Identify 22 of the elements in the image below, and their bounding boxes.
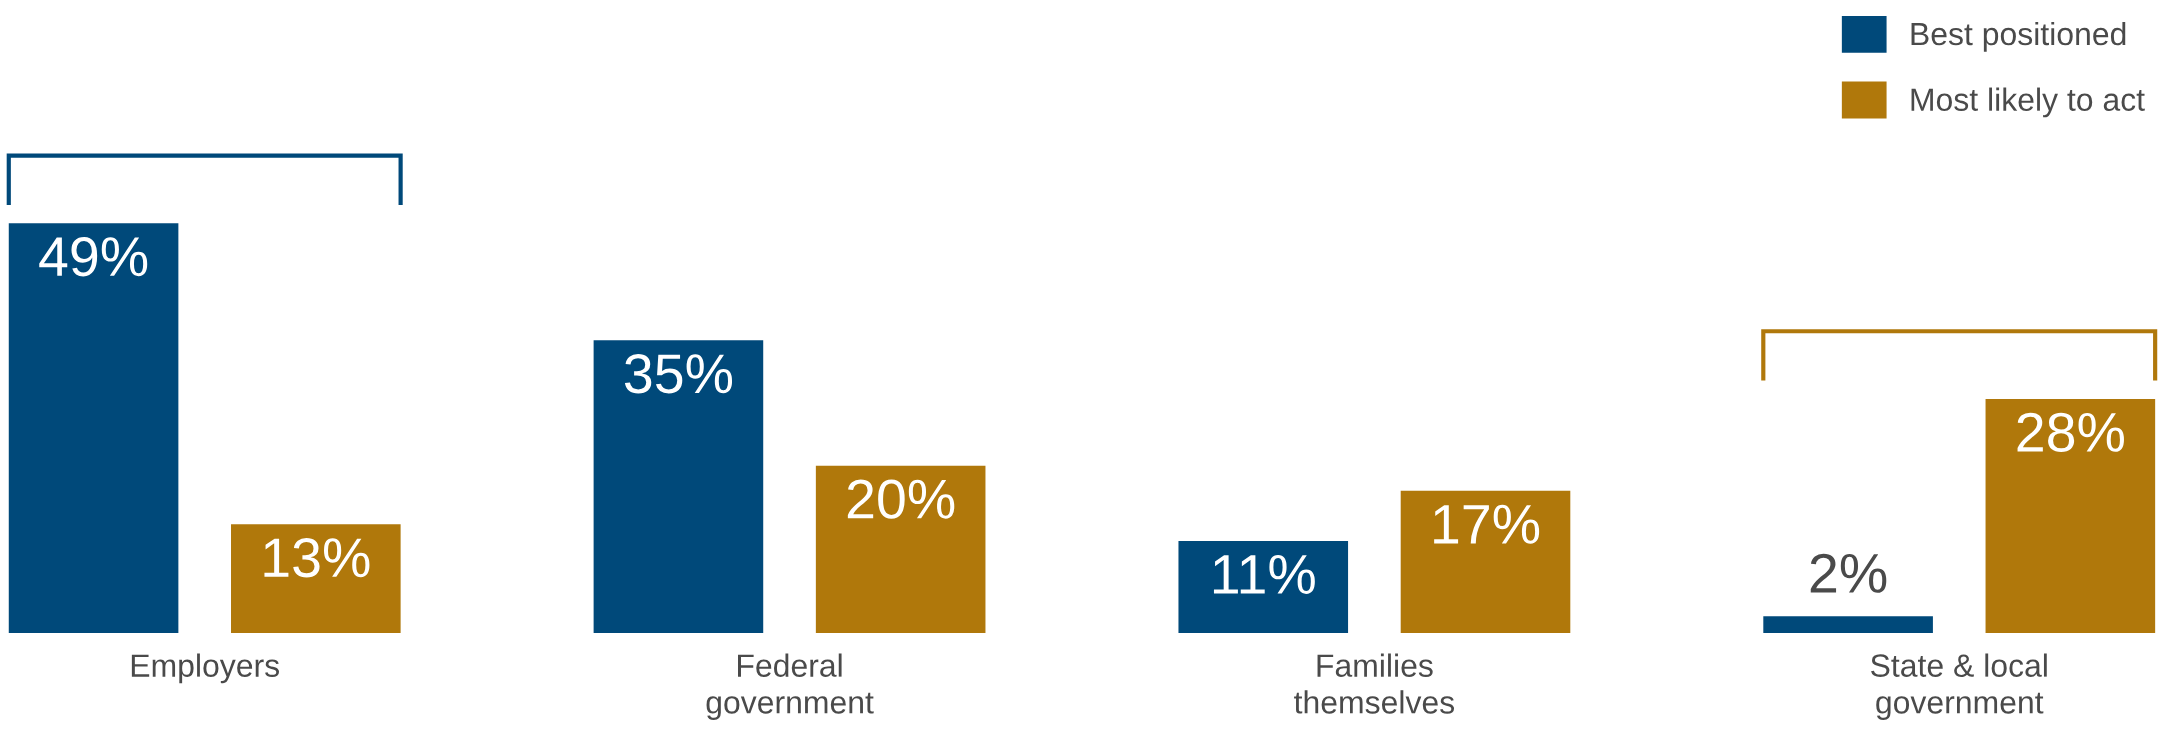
- x-tick-label: Employers: [131, 653, 279, 684]
- data-label: 49%: [39, 237, 148, 277]
- legend-label: Best positioned: [1911, 21, 2126, 52]
- x-tick-label: State & local government: [1871, 653, 2047, 720]
- bar: [8, 223, 179, 633]
- x-tick-label: Families themselves: [1294, 653, 1455, 714]
- data-label: 13%: [264, 538, 370, 578]
- bar: [1763, 616, 1933, 633]
- data-label: 35%: [624, 354, 733, 394]
- data-label: 11%: [1213, 555, 1315, 594]
- bar: [231, 524, 401, 633]
- bar: [1178, 541, 1349, 633]
- x-tick-label: Federal government: [706, 653, 874, 720]
- bar: [815, 465, 986, 633]
- bar: [1400, 490, 1571, 633]
- data-label: 28%: [2017, 412, 2124, 452]
- data-label: 20%: [847, 479, 955, 519]
- data-label: 2%: [1810, 553, 1887, 593]
- bar: [593, 340, 764, 633]
- data-label: 17%: [1434, 504, 1540, 544]
- bar: [1985, 398, 2156, 633]
- legend-label: Most likely to act: [1911, 87, 2145, 118]
